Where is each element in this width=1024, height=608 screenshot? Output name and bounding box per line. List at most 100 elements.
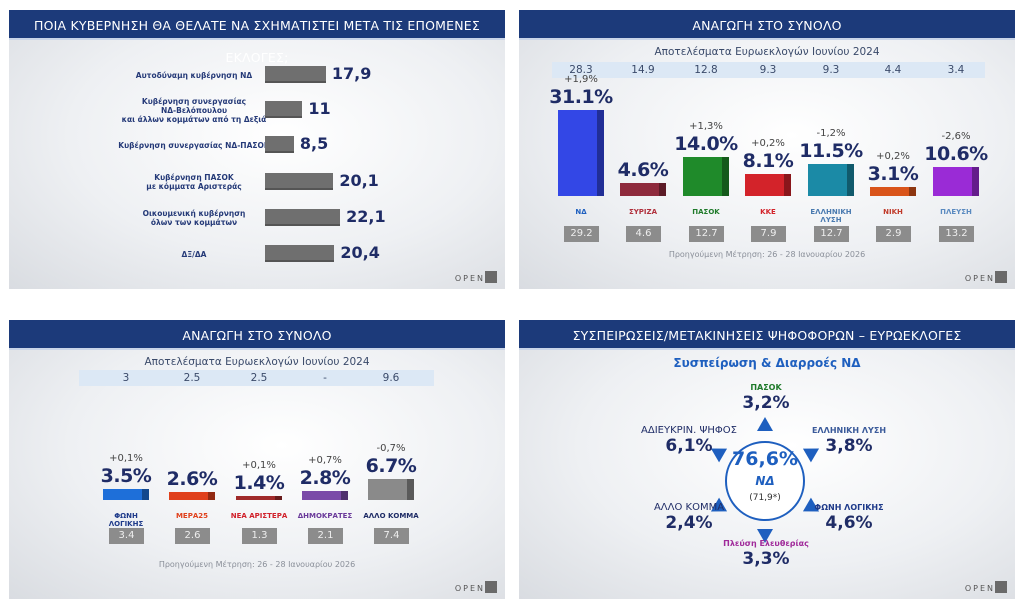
previous-value: 2.9 bbox=[876, 226, 911, 242]
label-line: Οικουμενική κυβέρνηση bbox=[142, 209, 246, 218]
bar-value-label: 3.1% bbox=[867, 163, 919, 186]
bar-value-label: 3.5% bbox=[100, 464, 152, 487]
bar-category-label: ΔΞ/ΔΑ bbox=[104, 250, 284, 259]
previous-value: 12.7 bbox=[689, 226, 724, 242]
center-previous: (71,9*) bbox=[749, 493, 781, 503]
flow-value: 4,6% bbox=[825, 513, 873, 533]
change-label: +0,1% bbox=[109, 452, 143, 464]
panel-subtitle: Συσπείρωση & Διαρροές ΝΔ bbox=[673, 356, 861, 370]
panel-nd-retention: ΣΥΣΠΕΙΡΩΣΕΙΣ/ΜΕΤΑΚΙΝΗΣΕΙΣ ΨΗΦΟΦΟΡΩΝ – ΕΥ… bbox=[519, 320, 1015, 599]
party-logo: ΠΛΕΥΣΗ bbox=[940, 208, 972, 216]
flow-item: ΕΛΛΗΝΙΚΗ ΛΥΣΗ 3,8% bbox=[799, 425, 899, 456]
euro-2024-value: 12.8 bbox=[694, 64, 718, 76]
euro-2024-value: 14.9 bbox=[631, 64, 655, 76]
bar-value-label: 20,4 bbox=[340, 243, 380, 262]
bar bbox=[745, 173, 791, 196]
bar-value-label: 6.7% bbox=[365, 454, 417, 477]
open-logo: OPEN bbox=[454, 584, 485, 593]
pollster-logo bbox=[485, 271, 497, 283]
change-label: +0,2% bbox=[876, 151, 910, 163]
euro-2024-value: 9.3 bbox=[759, 64, 777, 76]
bar-value-label: 10.6% bbox=[924, 142, 988, 165]
bar bbox=[236, 495, 282, 500]
bar-value-label: 1.4% bbox=[233, 471, 285, 494]
party-logo: ΝΔ bbox=[575, 208, 587, 216]
panel-title: ΣΥΣΠΕΙΡΩΣΕΙΣ/ΜΕΤΑΚΙΝΗΣΕΙΣ ΨΗΦΟΦΟΡΩΝ – ΕΥ… bbox=[519, 320, 1015, 350]
label-line: ΝΔ-Βελόπουλου bbox=[160, 105, 228, 115]
bar bbox=[620, 183, 666, 196]
panel-title: ΠΟΙΑ ΚΥΒΕΡΝΗΣΗ ΘΑ ΘΕΛΑΤΕ ΝΑ ΣΧΗΜΑΤΙΣΤΕΙ … bbox=[9, 10, 505, 65]
label-line: Κυβέρνηση συνεργασίας bbox=[141, 96, 247, 106]
change-label: +1,3% bbox=[689, 121, 723, 133]
previous-value: 13.2 bbox=[939, 226, 974, 242]
bar-value-label: 4.6% bbox=[617, 159, 669, 182]
euro-2024-value: 9.6 bbox=[382, 372, 400, 384]
change-label: -0,7% bbox=[376, 442, 406, 454]
flow-value: 3,2% bbox=[742, 393, 790, 413]
bar bbox=[103, 488, 149, 500]
party-logo: ΣΥΡΙΖΑ bbox=[628, 208, 658, 216]
bar bbox=[265, 209, 341, 226]
label-line: Αυτοδύναμη κυβέρνηση ΝΔ bbox=[135, 70, 253, 80]
previous-value: 1.3 bbox=[242, 528, 277, 544]
label-line: Κυβέρνηση συνεργασίας ΝΔ-ΠΑΣΟΚ bbox=[118, 140, 270, 150]
footnote: Προηγούμενη Μέτρηση: 26 - 28 Ιανουαρίου … bbox=[668, 250, 866, 259]
label-line: με κόμματα Αριστεράς bbox=[146, 182, 242, 191]
bar-value-label: 17,9 bbox=[331, 64, 372, 83]
bar bbox=[368, 478, 414, 500]
label-line: Κυβέρνηση ΠΑΣΟΚ bbox=[154, 173, 234, 182]
panel-title: ΑΝΑΓΩΓΗ ΣΤΟ ΣΥΝΟΛΟ bbox=[9, 320, 505, 350]
bar bbox=[169, 491, 215, 500]
flow-item: ΦΩΝΗ ΛΟΓΙΚΗΣ 4,6% bbox=[799, 502, 899, 533]
bar-value-label: 2.8% bbox=[299, 467, 351, 490]
party-logo: Πλεύση Ελευθερίας bbox=[723, 539, 809, 548]
label-line: όλων των κομμάτων bbox=[150, 218, 238, 227]
party-logo: ΕΛΛΗΝΙΚΗ ΛΥΣΗ bbox=[810, 208, 852, 224]
label-line: και άλλων κομμάτων από τη Δεξιά bbox=[121, 114, 267, 124]
bar-category-label: Κυβέρνηση συνεργασίας ΝΔ-Βελόπουλου και άλ… bbox=[104, 97, 284, 124]
bar-value-label: 20,1 bbox=[339, 171, 379, 190]
bar-value-label: 8,5 bbox=[299, 134, 329, 153]
flow-value: 3,8% bbox=[825, 436, 873, 456]
bar bbox=[683, 157, 729, 196]
previous-value: 29.2 bbox=[564, 226, 599, 242]
previous-value: 3.4 bbox=[109, 528, 144, 544]
party-logo: ΚΚΕ bbox=[760, 208, 776, 216]
bar bbox=[870, 187, 916, 196]
footnote: Προηγούμενη Μέτρηση: 26 - 28 Ιανουαρίου … bbox=[158, 560, 356, 569]
bar-value-label: 8.1% bbox=[742, 149, 794, 172]
panel-projection-main: ΑΝΑΓΩΓΗ ΣΤΟ ΣΥΝΟΛΟ Αποτελέσματα Ευρωεκλο… bbox=[519, 10, 1015, 289]
change-label: +1,9% bbox=[564, 73, 598, 85]
panel-projection-small: ΑΝΑΓΩΓΗ ΣΤΟ ΣΥΝΟΛΟ Αποτελέσματα Ευρωεκλο… bbox=[9, 320, 505, 599]
euro-2024-value: - bbox=[323, 372, 327, 384]
center-value: 76,6% bbox=[732, 448, 798, 470]
party-logo: ΜΕΡΑ25 bbox=[175, 512, 209, 520]
party-logo: ΦΩΝΗ ΛΟΓΙΚΗΣ bbox=[814, 503, 884, 512]
bar bbox=[265, 101, 303, 118]
change-label: +0,1% bbox=[242, 459, 276, 471]
flow-label: ΑΛΛΟ ΚΟΜΜΑ bbox=[653, 502, 725, 513]
nd-logo: ΝΔ bbox=[755, 474, 775, 488]
previous-value: 12.7 bbox=[814, 226, 849, 242]
bar-category-label: Κυβέρνηση ΠΑΣΟΚ με κόμματα Αριστεράς bbox=[104, 173, 284, 191]
bar bbox=[558, 109, 604, 196]
euro-2024-value: 28.3 bbox=[569, 64, 593, 76]
party-logo: ΠΑΣΟΚ bbox=[692, 208, 720, 216]
pollster-logo bbox=[995, 581, 1007, 593]
bar-category-label: Κυβέρνηση συνεργασίας ΝΔ-ΠΑΣΟΚ bbox=[104, 141, 284, 150]
bar bbox=[265, 66, 326, 83]
panel-title: ΑΝΑΓΩΓΗ ΣΤΟ ΣΥΝΟΛΟ bbox=[519, 10, 1015, 40]
label-line: ΔΞ/ΔΑ bbox=[181, 249, 207, 259]
previous-value: 2.6 bbox=[175, 528, 210, 544]
flow-value: 3,3% bbox=[742, 549, 790, 569]
party-logo: ΠΑΣΟΚ bbox=[750, 383, 782, 392]
pollster-logo bbox=[995, 271, 1007, 283]
euro-2024-value: 4.4 bbox=[884, 64, 902, 76]
euro-2024-value: 2.5 bbox=[183, 372, 201, 384]
change-label: -1,2% bbox=[816, 128, 846, 140]
previous-value: 2.1 bbox=[308, 528, 343, 544]
open-logo: OPEN bbox=[454, 274, 485, 283]
bar-value-label: 11 bbox=[308, 99, 331, 118]
bar-value-label: 22,1 bbox=[346, 207, 386, 226]
bar bbox=[808, 164, 854, 196]
